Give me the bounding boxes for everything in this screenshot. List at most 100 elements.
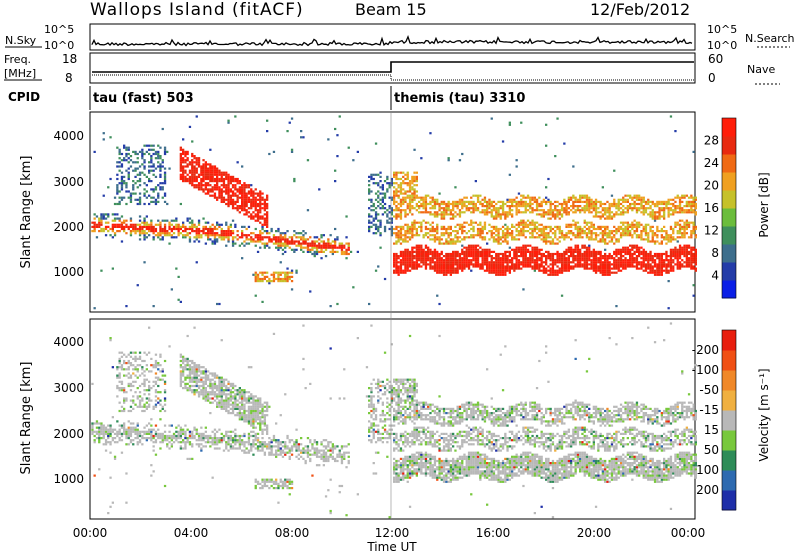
echo-cell [506,198,509,201]
echo-cell [138,432,142,435]
echo-cell [644,263,648,266]
echo-cell [163,230,167,233]
echo-cell [692,232,695,235]
echo-cell [107,512,110,515]
echo-cell [538,209,541,212]
echo-cell [150,430,153,433]
echo-cell [513,255,516,258]
echo-cell [211,223,214,226]
echo-cell [132,372,135,375]
echo-cell [107,437,110,440]
echo-cell [222,184,226,187]
echo-cell [588,232,591,235]
echo-cell [93,430,96,433]
echo-cell [200,188,203,191]
echo-cell [279,236,282,239]
echo-cell [402,196,405,199]
echo-cell [404,250,407,253]
echo-cell [592,202,595,206]
echo-cell [545,225,548,228]
echo-cell [687,244,691,247]
echo-cell [660,230,663,233]
echo-cell [324,255,328,258]
echo-cell [266,205,269,208]
power-ytick-3000: 3000 [53,175,84,189]
echo-cell [608,273,611,276]
echo-cell [408,238,412,241]
echo-cell [100,432,103,435]
echo-cell [570,255,573,258]
echo-cell [374,213,378,216]
echo-cell [692,252,695,256]
echo-cell [590,230,593,233]
echo-cell [626,263,629,266]
echo-cell [683,265,686,268]
echo-cell [610,232,614,235]
echo-cell [402,234,405,237]
echo-cell [222,182,226,185]
echo-cell [399,242,403,245]
echo-cell [551,261,555,264]
echo-cell [104,221,108,224]
echo-cell [404,173,407,176]
echo-cell [678,219,682,222]
echo-cell [608,267,611,270]
echo-cell [284,244,287,247]
echo-cell [207,163,210,166]
echo-cell [349,250,353,253]
echo-cell [642,263,645,266]
echo-cell [229,225,232,228]
echo-cell [204,188,207,191]
echo-cell [247,238,251,241]
echo-cell [227,205,230,208]
echo-cell [492,261,496,264]
echo-cell [148,177,151,181]
echo-cell [241,205,244,208]
echo-cell [676,250,679,253]
echo-cell [538,250,541,253]
echo-cell [447,242,450,245]
echo-cell [590,200,593,203]
echo-cell [465,236,468,239]
echo-cell [653,219,657,222]
echo-cell [492,238,496,241]
echo-cell [533,225,536,228]
echo-cell [113,455,117,458]
echo-cell [576,236,580,239]
echo-cell [617,198,620,201]
echo-cell [517,211,521,214]
echo-cell [681,232,684,235]
echo-cell [266,244,269,247]
echo-cell [615,207,618,210]
echo-cell [225,190,228,193]
echo-cell [227,180,230,183]
echo-cell [313,242,316,245]
echo-cell [576,234,580,237]
echo-cell [499,217,502,220]
echo-cell [209,167,212,170]
echo-cell [150,188,153,191]
echo-cell [125,374,128,377]
echo-cell [685,200,688,203]
echo-cell [656,265,659,268]
echo-cell [413,265,416,268]
echo-cell [261,192,264,195]
echo-cell [261,271,264,274]
echo-cell [535,265,539,268]
echo-cell [458,259,462,262]
echo-cell [372,217,375,220]
echo-cell [490,215,493,218]
echo-cell [576,207,580,210]
echo-cell [415,265,418,268]
echo-cell [676,205,679,208]
echo-cell [558,252,561,256]
echo-cell [148,165,151,168]
echo-cell [123,159,126,162]
echo-cell [388,207,391,210]
echo-cell [411,230,414,233]
echo-cell [529,263,532,266]
echo-cell [141,157,144,160]
echo-cell [526,263,530,266]
echo-cell [461,259,464,262]
echo-cell [461,198,464,201]
